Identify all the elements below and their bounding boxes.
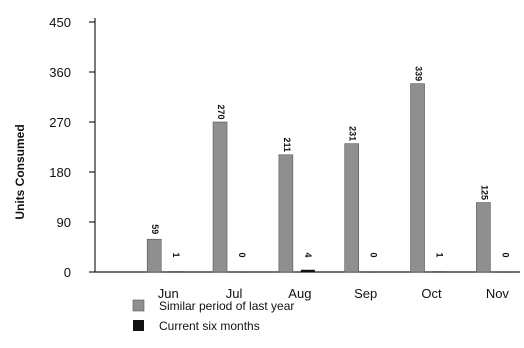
bar-last-year: [344, 143, 360, 273]
bar-current: [498, 272, 513, 273]
y-axis-title: Units Consumed: [13, 124, 27, 219]
bar-current: [432, 271, 447, 272]
legend-label-last-year: Similar period of last year: [159, 299, 294, 313]
y-tick-label: 180: [49, 165, 71, 180]
data-label-current: 0: [237, 252, 247, 257]
data-label-current: 0: [369, 252, 379, 257]
x-tick-label: Jul: [226, 286, 243, 301]
legend-label-current: Current six months: [159, 319, 260, 333]
y-tick-label: 90: [57, 215, 71, 230]
x-tick-label: Sep: [354, 286, 377, 301]
data-label-last-year: 59: [150, 224, 160, 234]
y-tick-label: 360: [49, 65, 71, 80]
data-label-current: 1: [171, 252, 181, 257]
bars: 59 1 270 0 211 4 231 0 339 1 125 0: [146, 66, 513, 273]
data-label-last-year: 231: [348, 126, 358, 141]
bar-current: [366, 272, 381, 273]
bar-last-year: [278, 154, 294, 273]
x-tick-label: Aug: [288, 286, 311, 301]
bar-current: [235, 272, 250, 273]
legend-swatch-current: [133, 320, 144, 331]
bar-current: [300, 269, 315, 272]
x-tick-label: Nov: [486, 286, 510, 301]
bar-last-year: [410, 83, 425, 273]
data-label-last-year: 339: [414, 66, 424, 81]
y-tick-label: 0: [64, 265, 71, 280]
data-label-current: 1: [435, 252, 445, 257]
y-tick-label: 270: [49, 115, 71, 130]
data-label-current: 0: [500, 252, 510, 257]
y-tick-label: 450: [49, 15, 71, 30]
x-tick-label: Oct: [421, 286, 442, 301]
data-label-current: 4: [303, 252, 313, 257]
bar-last-year: [146, 238, 162, 273]
bar-last-year: [476, 202, 491, 273]
y-axis: 0 90 180 270 360 450: [49, 15, 96, 280]
bar-current: [169, 271, 184, 272]
data-label-last-year: 270: [216, 104, 226, 119]
x-tick-label: Jun: [158, 286, 179, 301]
bar-last-year: [212, 121, 228, 273]
x-axis: Jun Jul Aug Sep Oct Nov: [95, 271, 520, 301]
legend: Similar period of last year Current six m…: [132, 299, 294, 333]
data-label-last-year: 211: [282, 138, 292, 153]
legend-swatch-last-year: [132, 299, 145, 312]
data-label-last-year: 125: [479, 185, 489, 200]
